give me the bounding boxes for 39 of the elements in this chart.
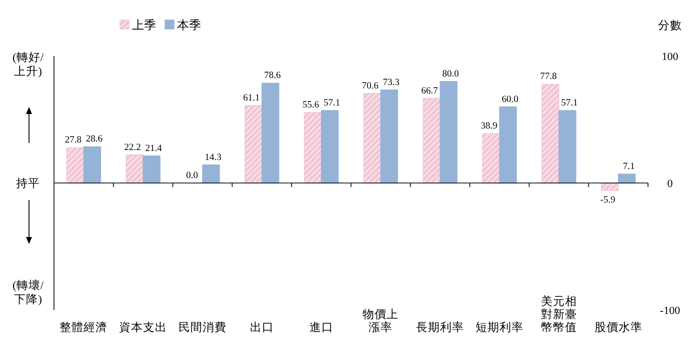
x-tick-label: 進口 (309, 321, 334, 334)
data-label: -5.9 (600, 195, 616, 206)
x-tick-label: 股價水準 (594, 321, 642, 334)
text: (轉壞/ 下降) (12, 278, 44, 306)
data-label: 73.3 (382, 78, 400, 88)
data-label: 14.3 (204, 152, 222, 163)
x-tick-label: 長期利率 (416, 320, 464, 334)
legend-label: 上季 (132, 18, 156, 32)
x-tick-label: 整體經濟 (60, 320, 108, 334)
x-tick-label: 物價上漲率 (362, 308, 399, 334)
data-label: 60.0 (502, 94, 519, 105)
data-label: 57.1 (561, 98, 578, 108)
legend-label: 本季 (177, 18, 201, 32)
data-label: 57.1 (323, 98, 340, 108)
data-label: 70.6 (362, 81, 379, 92)
data-label: 78.6 (264, 71, 281, 82)
data-label: 22.2 (124, 142, 142, 153)
data-label: 21.4 (145, 144, 162, 154)
x-tick-label: 民間消費 (178, 321, 226, 334)
text: (轉好/ 上升) (12, 51, 44, 78)
data-label: 27.8 (64, 136, 82, 146)
data-label: 66.7 (421, 86, 438, 96)
x-tick-label: 美元相對新臺幣幣值 (540, 294, 577, 334)
x-tick-label: 出口 (250, 321, 274, 334)
data-label: 61.1 (243, 93, 260, 104)
data-label: 28.6 (86, 134, 103, 145)
data-label: 7.1 (622, 162, 635, 172)
data-label: 0.0 (186, 171, 198, 181)
y-tick-label: 100 (662, 51, 679, 63)
y-axis-title: 分數 (658, 19, 682, 32)
y-tick-label: -100 (660, 305, 681, 317)
text: 持平 (16, 177, 40, 190)
y-tick-label: 0 (667, 178, 674, 190)
x-tick-label: 資本支出 (119, 321, 168, 334)
data-label: 80.0 (442, 69, 460, 80)
data-label: 38.9 (480, 122, 498, 132)
data-label: 55.6 (302, 100, 320, 110)
data-label: 77.8 (540, 72, 557, 82)
x-tick-label: 短期利率 (476, 320, 524, 334)
